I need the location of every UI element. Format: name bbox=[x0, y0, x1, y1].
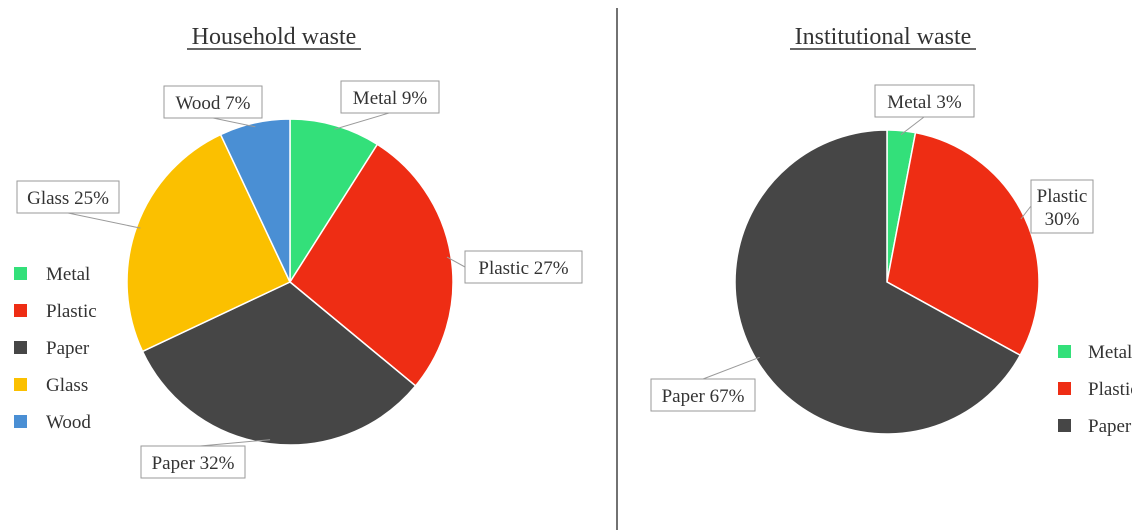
household-label-box-paper bbox=[140, 445, 246, 479]
institutional-legend-swatch-metal bbox=[1058, 345, 1071, 358]
institutional-legend-label-plastic: Plastic bbox=[1088, 379, 1132, 400]
household-slice-metal bbox=[289, 118, 379, 285]
household-slice-plastic bbox=[289, 143, 454, 387]
household-data-label-wood: Wood 7% bbox=[176, 93, 251, 114]
household-data-label-metal: Metal 9% bbox=[353, 88, 428, 109]
household-data-label-glass: Glass 25% bbox=[27, 188, 109, 209]
institutional-legend-label-paper: Paper bbox=[1088, 416, 1132, 437]
household-slices bbox=[126, 118, 454, 446]
household-legend-swatch-wood bbox=[14, 415, 27, 428]
household-label-box-glass bbox=[16, 180, 120, 214]
institutional-leader-metal bbox=[900, 116, 925, 136]
institutional-slice-plastic bbox=[886, 131, 1040, 357]
household-legend-label-paper: Paper bbox=[46, 338, 90, 359]
household-leader-wood bbox=[212, 117, 256, 128]
institutional-data-label-plastic: Plastic 30% bbox=[1037, 186, 1088, 230]
household-leader-plastic bbox=[446, 256, 466, 268]
household-slice-paper bbox=[141, 281, 417, 446]
household-legend-label-metal: Metal bbox=[46, 264, 90, 285]
institutional-label-box-metal bbox=[874, 84, 975, 118]
institutional-data-label-paper: Paper 67% bbox=[662, 386, 745, 407]
institutional-chart-title: Institutional waste bbox=[795, 24, 972, 50]
household-legend-swatch-plastic bbox=[14, 304, 27, 317]
household-slice-glass bbox=[126, 133, 291, 353]
household-leader-metal bbox=[334, 112, 390, 130]
household-legend-label-wood: Wood bbox=[46, 412, 91, 433]
institutional-slices bbox=[734, 129, 1040, 435]
household-leader-paper bbox=[199, 439, 271, 447]
household-label-box-plastic bbox=[464, 250, 583, 284]
institutional-pie-panel: Institutional waste Metal 3% Plastic 30% Pap… bbox=[650, 24, 1132, 437]
household-label-box-wood bbox=[163, 85, 263, 119]
institutional-label-box-paper bbox=[650, 378, 756, 412]
household-label-box-metal bbox=[340, 80, 440, 114]
household-slice-wood bbox=[219, 118, 291, 283]
household-legend-label-glass: Glass bbox=[46, 375, 88, 396]
institutional-legend-label-metal: Metal bbox=[1088, 342, 1132, 363]
institutional-data-label-metal: Metal 3% bbox=[887, 92, 962, 113]
institutional-legend-swatch-plastic bbox=[1058, 382, 1071, 395]
institutional-leader-plastic bbox=[1020, 205, 1032, 220]
household-data-label-paper: Paper 32% bbox=[152, 453, 235, 474]
household-leader-glass bbox=[67, 212, 141, 229]
institutional-leader-paper bbox=[702, 356, 760, 380]
household-legend-swatch-metal bbox=[14, 267, 27, 280]
household-legend-swatch-paper bbox=[14, 341, 27, 354]
institutional-label-box-plastic bbox=[1030, 179, 1094, 234]
household-chart-title: Household waste bbox=[192, 24, 357, 50]
institutional-slice-paper bbox=[734, 129, 1022, 435]
household-legend-label-plastic: Plastic bbox=[46, 301, 97, 322]
household-pie-panel: Household waste Metal 9% Plastic 27% Paper … bbox=[14, 24, 583, 479]
household-data-label-plastic: Plastic 27% bbox=[478, 258, 568, 279]
institutional-legend-swatch-paper bbox=[1058, 419, 1071, 432]
household-legend-swatch-glass bbox=[14, 378, 27, 391]
